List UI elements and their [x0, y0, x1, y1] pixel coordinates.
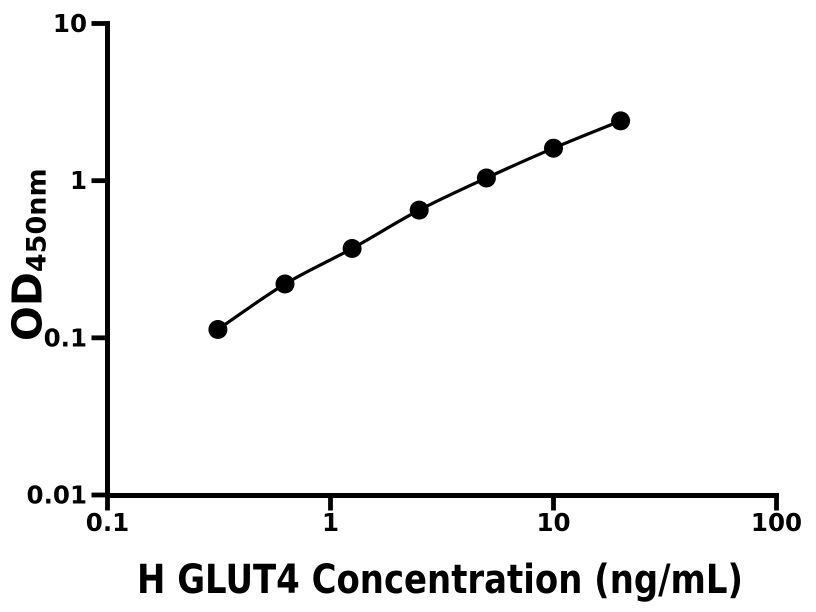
y-axis-title: OD450nm — [4, 168, 53, 341]
data-series — [208, 111, 631, 339]
x-tick-label: 1 — [322, 508, 339, 537]
x-axis-title: H GLUT4 Concentration (ng/mL) — [137, 557, 743, 603]
x-tick-label: 10 — [536, 508, 570, 537]
data-point — [409, 200, 429, 220]
y-tick-label: 0.1 — [44, 323, 87, 352]
axes — [105, 21, 779, 498]
data-point — [275, 274, 295, 294]
x-tick-label: 100 — [751, 508, 802, 537]
data-point — [544, 138, 563, 158]
y-axis-title-base: OD — [4, 272, 52, 341]
x-tick-label: 0.1 — [86, 508, 129, 537]
y-axis-title-subscript: 450nm — [22, 168, 53, 272]
data-point — [342, 239, 362, 258]
axis-ticks — [91, 21, 779, 511]
y-tick-label: 1 — [70, 166, 87, 195]
y-tick-label: 0.01 — [27, 481, 87, 510]
data-point — [611, 111, 631, 131]
data-point — [208, 320, 228, 339]
data-point — [476, 168, 496, 188]
y-tick-label: 10 — [53, 9, 87, 38]
